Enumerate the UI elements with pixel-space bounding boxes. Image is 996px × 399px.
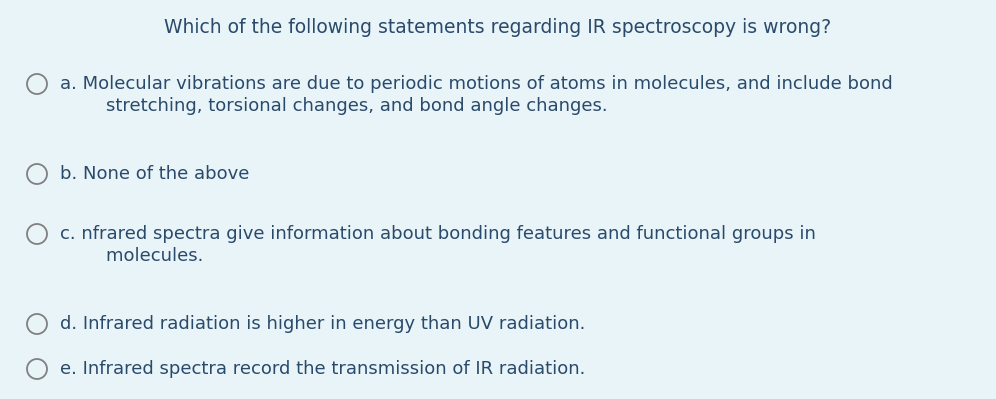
Text: molecules.: molecules. — [60, 247, 203, 265]
Text: c. nfrared spectra give information about bonding features and functional groups: c. nfrared spectra give information abou… — [60, 225, 816, 243]
Text: b. None of the above: b. None of the above — [60, 165, 249, 183]
Text: e. Infrared spectra record the transmission of IR radiation.: e. Infrared spectra record the transmiss… — [60, 360, 586, 378]
Text: Which of the following statements regarding IR spectroscopy is wrong?: Which of the following statements regard… — [164, 18, 832, 37]
Text: a. Molecular vibrations are due to periodic motions of atoms in molecules, and i: a. Molecular vibrations are due to perio… — [60, 75, 892, 93]
Text: stretching, torsional changes, and bond angle changes.: stretching, torsional changes, and bond … — [60, 97, 608, 115]
Text: d. Infrared radiation is higher in energy than UV radiation.: d. Infrared radiation is higher in energ… — [60, 315, 586, 333]
